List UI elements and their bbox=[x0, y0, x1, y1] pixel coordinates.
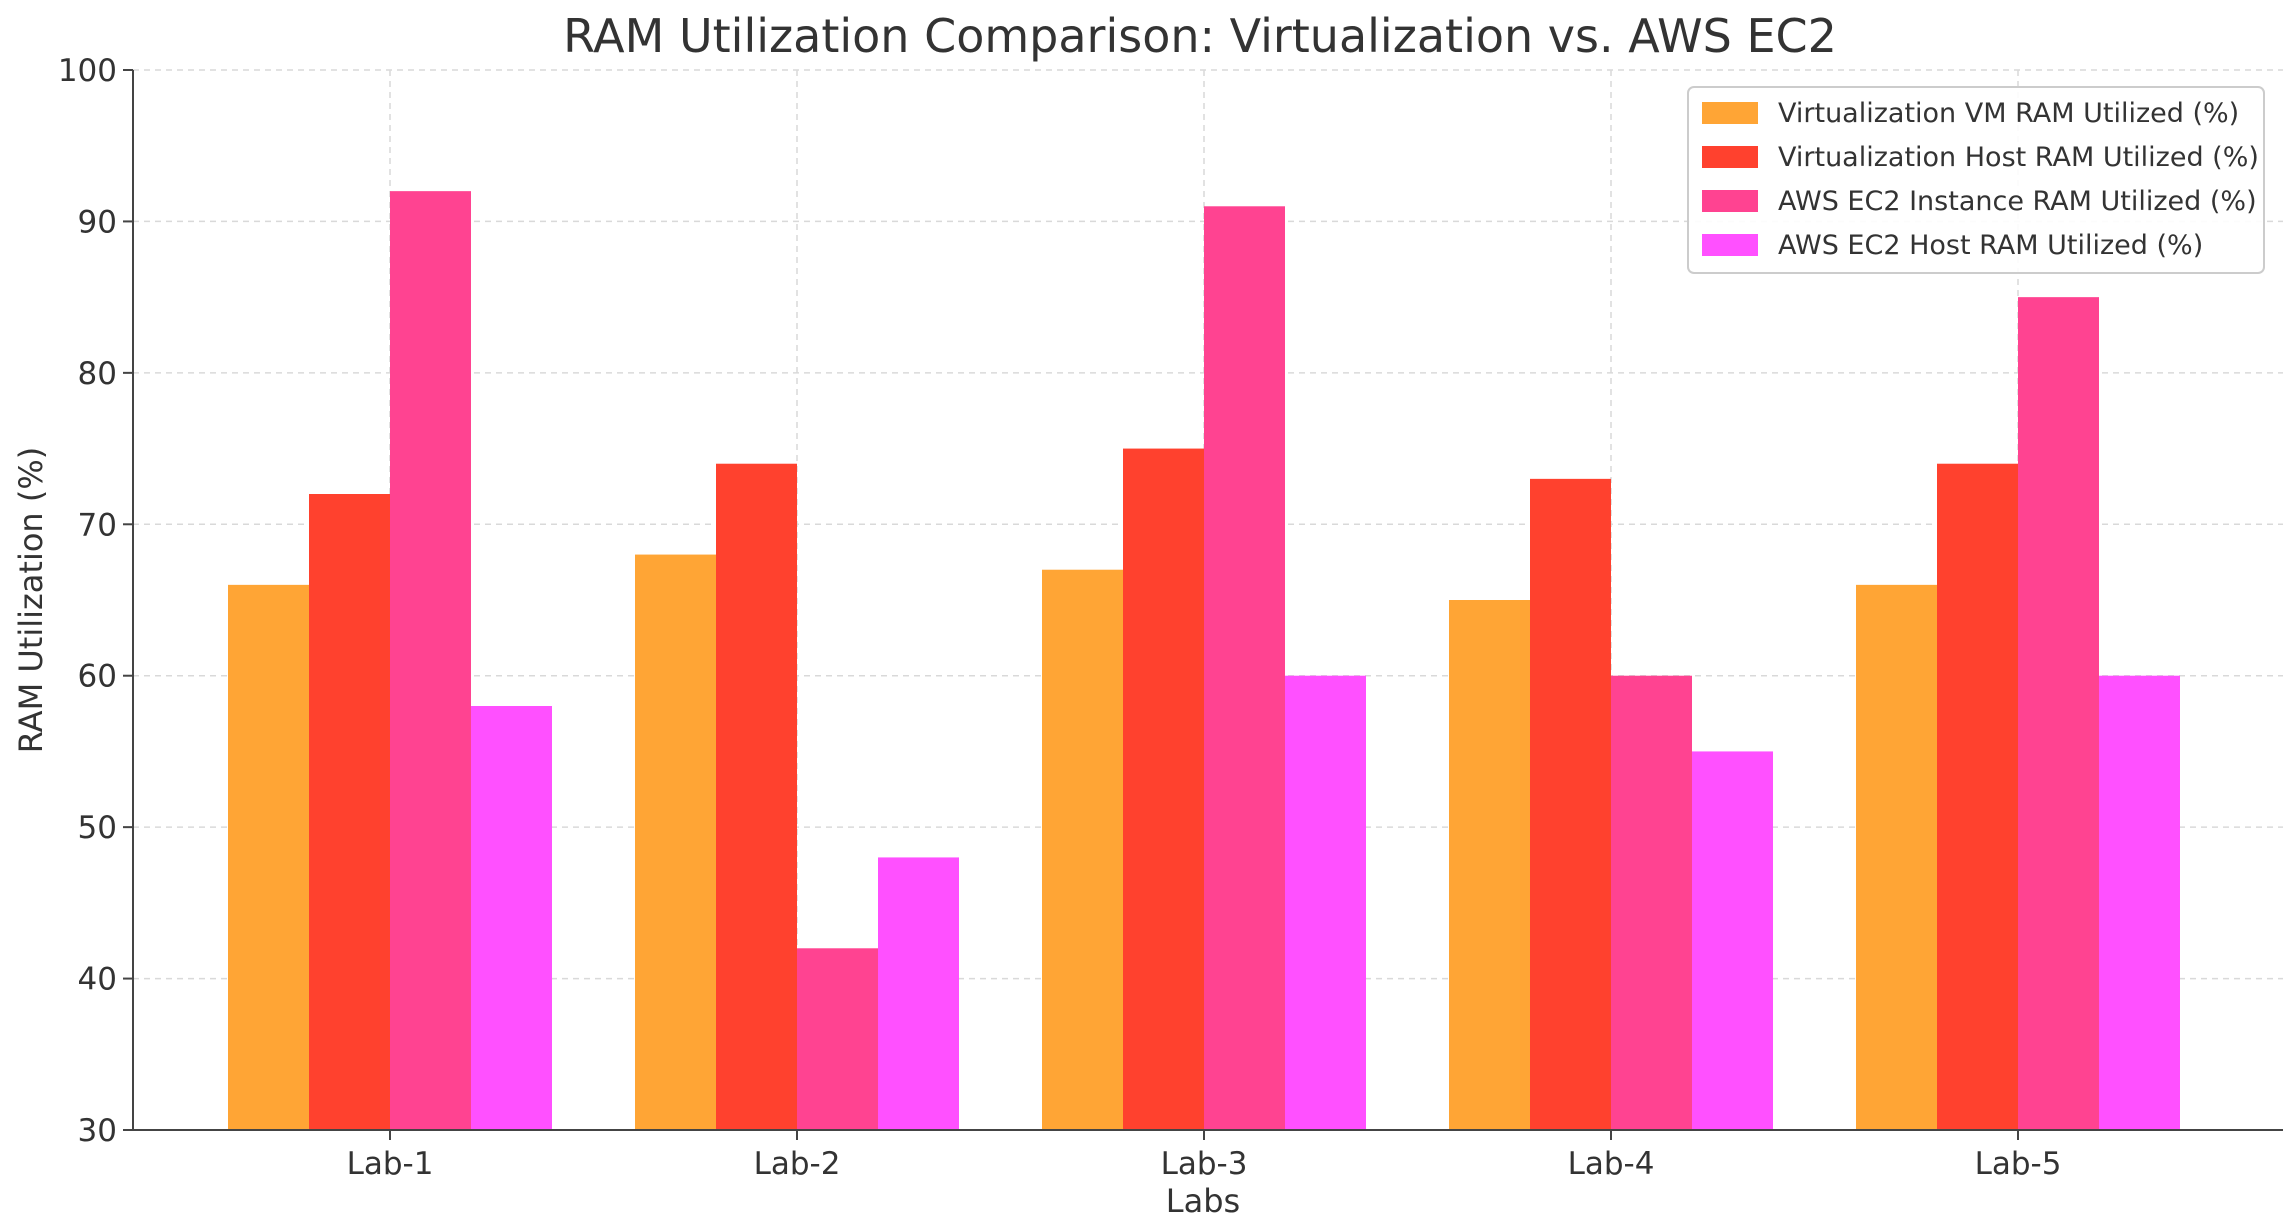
bars bbox=[228, 191, 2180, 1131]
y-tick-label: 70 bbox=[78, 507, 117, 543]
bar-lab-4-series-3 bbox=[1611, 675, 1692, 1130]
bar-lab-4-series-1 bbox=[1449, 600, 1530, 1130]
y-tick-label: 100 bbox=[58, 53, 117, 89]
bar-lab-3-series-3 bbox=[1204, 206, 1285, 1131]
bar-lab-3-series-2 bbox=[1123, 448, 1204, 1131]
legend-label-4: AWS EC2 Host RAM Utilized (%) bbox=[1778, 230, 2203, 261]
bar-lab-3-series-1 bbox=[1042, 569, 1123, 1130]
legend-swatch-3 bbox=[1702, 190, 1758, 212]
bar-lab-2-series-1 bbox=[635, 554, 716, 1130]
legend-label-1: Virtualization VM RAM Utilized (%) bbox=[1778, 98, 2239, 129]
y-tick-label: 90 bbox=[78, 204, 117, 240]
bar-lab-1-series-2 bbox=[309, 494, 390, 1130]
legend-label-2: Virtualization Host RAM Utilized (%) bbox=[1778, 142, 2259, 173]
y-axis-label: RAM Utilization (%) bbox=[12, 447, 50, 754]
bar-lab-5-series-1 bbox=[1856, 584, 1937, 1130]
axes bbox=[123, 69, 2283, 1140]
x-axis-label: Labs bbox=[1166, 1182, 1240, 1220]
y-tick-label: 40 bbox=[78, 962, 117, 998]
legend: Virtualization VM RAM Utilized (%) Virtua… bbox=[1687, 86, 2265, 274]
bar-lab-4-series-2 bbox=[1530, 478, 1611, 1130]
y-tick-label: 80 bbox=[78, 356, 117, 392]
legend-swatch-4 bbox=[1702, 234, 1758, 256]
legend-label-3: AWS EC2 Instance RAM Utilized (%) bbox=[1778, 186, 2257, 217]
bar-lab-1-series-3 bbox=[390, 191, 471, 1131]
x-tick-label-lab-1: Lab-1 bbox=[347, 1146, 434, 1182]
x-tick-label-lab-5: Lab-5 bbox=[1975, 1146, 2062, 1182]
legend-swatch-1 bbox=[1702, 102, 1758, 124]
chart-title: RAM Utilization Comparison: Virtualizati… bbox=[563, 9, 1837, 63]
tick-labels: 30 40 50 60 70 80 90 100 Lab-1 Lab-2 Lab-3 Lab-4 Lab… bbox=[58, 53, 2062, 1182]
x-tick-label-lab-3: Lab-3 bbox=[1161, 1146, 1248, 1182]
bar-lab-3-series-4 bbox=[1285, 675, 1366, 1130]
bar-lab-1-series-4 bbox=[471, 706, 552, 1130]
bar-lab-2-series-4 bbox=[878, 857, 959, 1130]
y-tick-label: 50 bbox=[78, 810, 117, 846]
legend-box bbox=[1687, 86, 2265, 274]
bar-lab-4-series-4 bbox=[1692, 751, 1773, 1130]
y-tick-label: 30 bbox=[78, 1113, 117, 1149]
bar-lab-5-series-3 bbox=[2018, 297, 2099, 1131]
legend-swatch-2 bbox=[1702, 146, 1758, 168]
x-tick-label-lab-4: Lab-4 bbox=[1568, 1146, 1655, 1182]
x-tick-label-lab-2: Lab-2 bbox=[754, 1146, 841, 1182]
y-tick-label: 60 bbox=[78, 659, 117, 695]
bar-lab-5-series-4 bbox=[2099, 675, 2180, 1130]
bar-lab-2-series-2 bbox=[716, 463, 797, 1130]
bar-lab-5-series-2 bbox=[1937, 463, 2018, 1130]
bar-lab-2-series-3 bbox=[797, 948, 878, 1130]
bar-lab-1-series-1 bbox=[228, 584, 309, 1130]
